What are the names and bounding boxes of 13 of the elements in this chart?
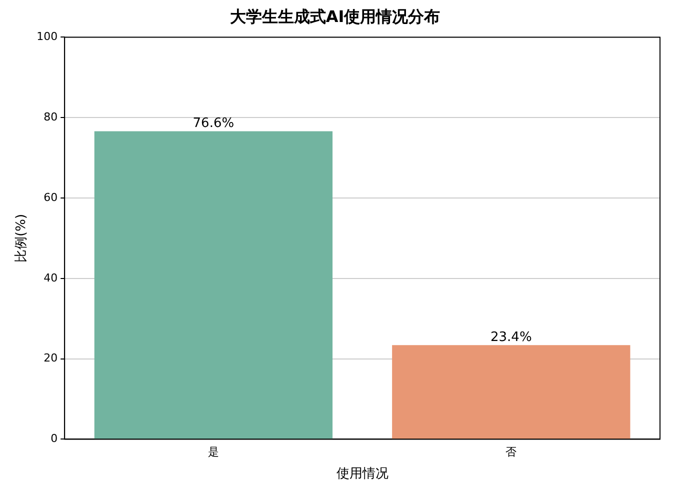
y-tick-label: 20	[44, 352, 58, 365]
x-tick-label: 否	[506, 446, 517, 459]
x-tick-label: 是	[208, 446, 219, 459]
y-axis-title: 比例(%)	[14, 214, 30, 262]
y-tick-label: 100	[36, 30, 58, 44]
y-tick-label: 60	[44, 190, 58, 204]
chart-title: 大学生生成式AI使用情况分布	[230, 6, 440, 26]
y-tick-label: 40	[44, 271, 58, 284]
data-label: 23.4%	[490, 330, 532, 346]
y-tick-label: 0	[50, 432, 58, 446]
data-label: 76.6%	[192, 116, 234, 132]
y-tick-label: 80	[44, 110, 58, 124]
x-axis-title: 使用情况	[336, 466, 388, 482]
